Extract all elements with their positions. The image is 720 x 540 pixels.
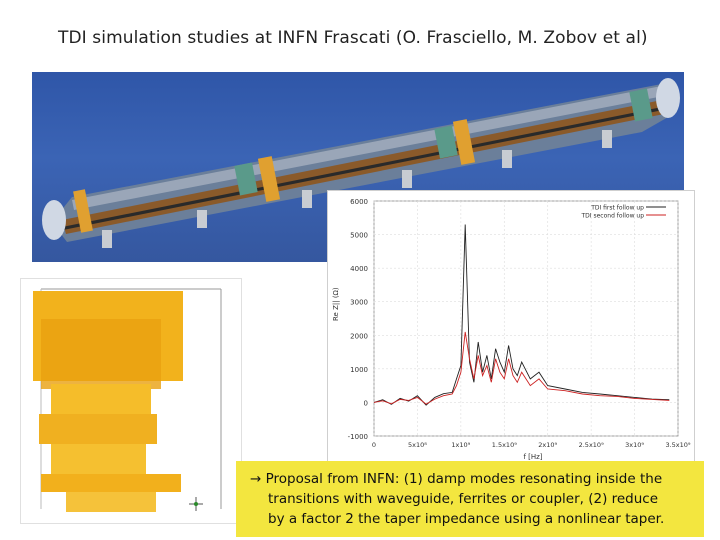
- y-tick-label: 6000: [350, 198, 368, 206]
- callout-line-1: → Proposal from INFN: (1) damp modes res…: [250, 471, 663, 487]
- tdi-beam-pipe-cad: [32, 72, 684, 262]
- impedance-chart: 6000 5000 4000 3000 2000 1000 0 -1000 0 5x10⁸ 1x1…: [332, 198, 691, 461]
- series-line-2: [373, 331, 670, 405]
- y-tick-label: 1000: [350, 366, 368, 374]
- slide-title: TDI simulation studies at INFN Frascati …: [58, 28, 648, 48]
- x-tick-label: 2.5x10⁹: [579, 441, 604, 449]
- y-tick-label: 3000: [350, 299, 368, 307]
- y-tick-label: 0: [364, 399, 368, 407]
- impedance-plot: 6000 5000 4000 3000 2000 1000 0 -1000 0 5x10⁸ 1x1…: [327, 190, 695, 464]
- series-line-1: [373, 224, 670, 406]
- y-tick-label: -1000: [348, 433, 368, 441]
- x-tick-label: 1x10⁹: [451, 441, 470, 449]
- x-tick-label: 1.5x10⁹: [492, 441, 517, 449]
- callout-line-2: transitions with waveguide, ferrites or …: [268, 491, 659, 507]
- x-tick-label: 2x10⁹: [538, 441, 557, 449]
- legend-label: TDI first follow up: [590, 205, 644, 212]
- y-axis-label: Re Z|| (Ω): [332, 287, 340, 321]
- y-tick-label: 2000: [350, 332, 368, 340]
- x-tick-label: 3.5x10⁹: [665, 441, 690, 449]
- proposal-callout: → Proposal from INFN: (1) damp modes res…: [236, 461, 704, 537]
- legend-label: TDI second follow up: [581, 213, 645, 220]
- y-tick-label: 5000: [350, 232, 368, 240]
- x-tick-label: 3x10⁹: [625, 441, 644, 449]
- callout-line-3: by a factor 2 the taper impedance using …: [268, 511, 665, 527]
- x-tick-label: 0: [372, 441, 376, 449]
- x-tick-label: 5x10⁸: [408, 441, 427, 449]
- plot-frame: [373, 200, 679, 437]
- transition-3d-model: [20, 278, 242, 524]
- x-axis-label: f [Hz]: [523, 453, 542, 461]
- y-tick-label: 4000: [350, 265, 368, 273]
